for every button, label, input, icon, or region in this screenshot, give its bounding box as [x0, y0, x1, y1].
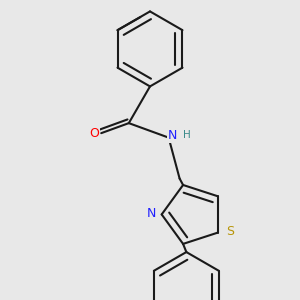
Text: O: O [89, 127, 99, 140]
Text: N: N [168, 130, 177, 142]
Text: H: H [183, 130, 190, 140]
Text: N: N [147, 207, 156, 220]
Text: S: S [226, 225, 234, 238]
